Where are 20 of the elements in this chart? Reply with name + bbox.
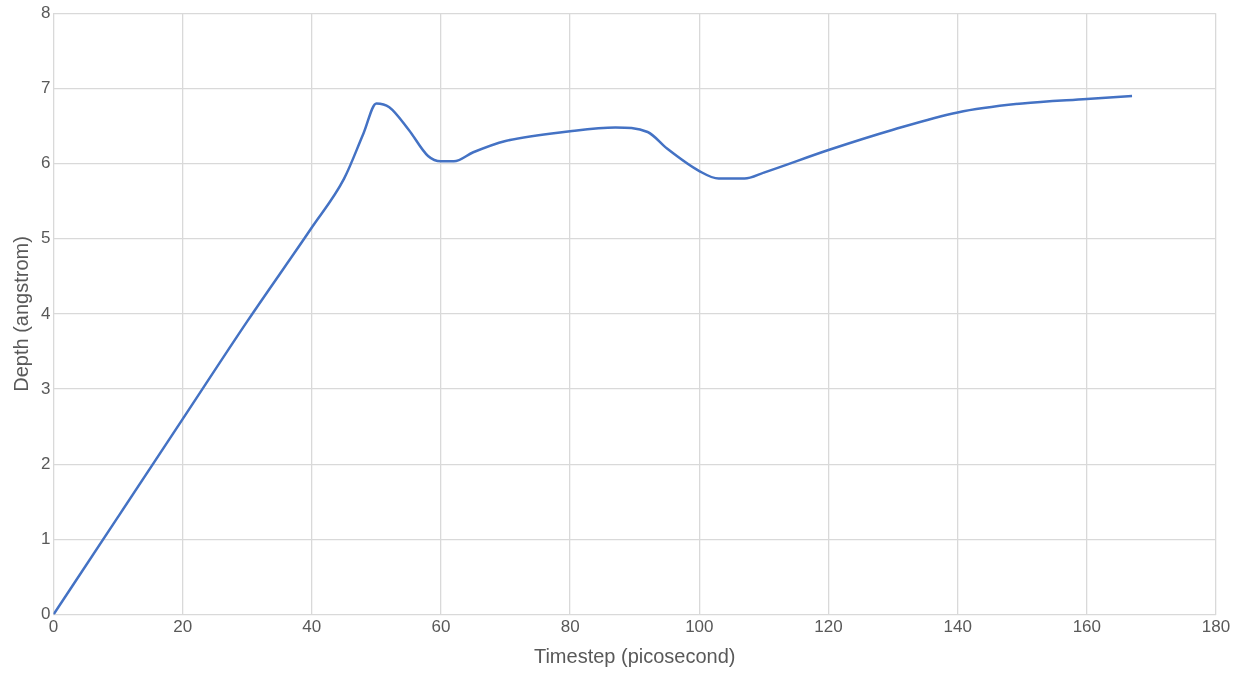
x-tick-label: 40 <box>302 617 322 637</box>
x-tick-label: 100 <box>685 617 714 637</box>
x-tick-label: 180 <box>1201 617 1231 637</box>
x-tick-label: 80 <box>560 617 580 637</box>
y-tick-label: 6 <box>40 153 51 173</box>
x-tick-label: 120 <box>814 617 843 637</box>
y-tick-label: 2 <box>40 453 51 473</box>
x-axis-title: Timestep (picosecond) <box>533 644 736 667</box>
y-tick-label: 7 <box>40 78 51 98</box>
y-tick-label: 3 <box>40 378 51 398</box>
x-tick-label: 140 <box>943 617 972 637</box>
x-tick-label: 60 <box>431 617 451 637</box>
y-tick-label: 1 <box>40 529 51 549</box>
y-axis-title: Depth (angstrom) <box>9 236 32 392</box>
y-tick-label: 4 <box>40 303 51 323</box>
y-tick-label: 5 <box>40 228 51 248</box>
line-series <box>53 94 1134 615</box>
x-tick-label: 160 <box>1072 617 1102 637</box>
x-tick-label: 20 <box>173 617 193 637</box>
y-tick-label: 8 <box>40 2 51 22</box>
